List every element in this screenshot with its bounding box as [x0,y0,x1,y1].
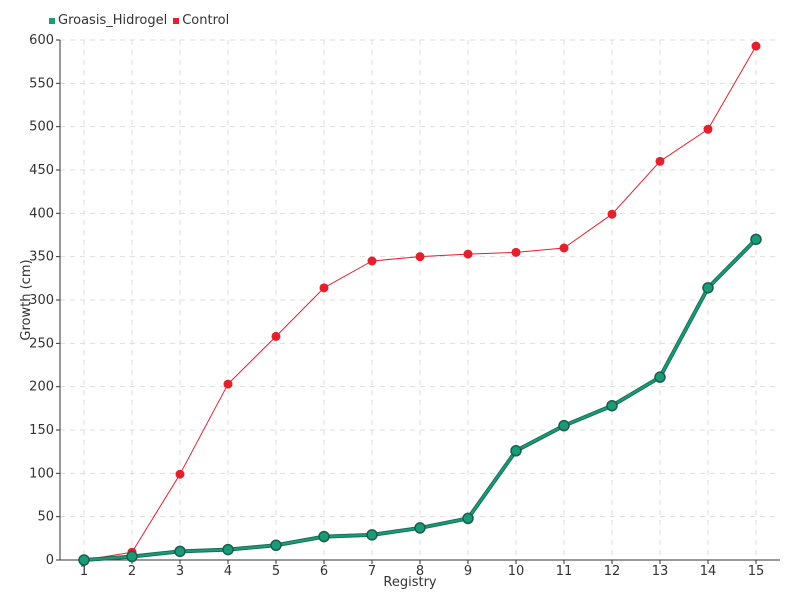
data-point-groasis-hidrogel [318,530,330,543]
data-point-groasis-hidrogel [702,282,714,294]
data-point-groasis-hidrogel [654,371,666,383]
data-point-groasis-hidrogel [78,554,90,566]
x-tick-label: 8 [416,564,424,579]
legend-item-control[interactable]: Control [173,13,229,28]
x-tick-label: 3 [176,564,184,579]
data-point-groasis-hidrogel [462,512,474,525]
x-tick-label: 9 [464,564,472,579]
data-point-control [223,379,233,389]
y-tick-label: 250 [29,336,54,351]
y-tick-label: 0 [46,553,54,568]
x-tick-label: 2 [128,564,136,579]
series-control [79,41,761,565]
data-point-control [559,243,569,253]
data-point-groasis-hidrogel [510,445,522,457]
x-tick-label: 5 [272,564,280,579]
y-tick-label: 150 [29,423,54,438]
data-point-groasis-hidrogel [366,529,378,541]
x-tick-label: 14 [700,564,717,579]
x-tick-label: 11 [556,564,573,579]
data-point-groasis-hidrogel [606,399,618,412]
data-point-control [271,331,281,341]
x-tick-label: 13 [652,564,669,579]
data-point-control [511,247,521,257]
x-tick-label: 6 [320,564,328,579]
data-point-control [607,209,617,219]
y-tick-label: 200 [29,380,54,395]
data-point-control [463,249,473,259]
x-tick-label: 12 [604,564,621,579]
y-tick-label: 550 [29,76,54,91]
x-tick-label: 1 [80,564,88,579]
data-point-control [175,469,185,479]
y-axis-title: Growth (cm) [19,259,34,340]
data-point-groasis-hidrogel [222,543,234,556]
data-point-groasis-hidrogel [414,522,426,534]
y-tick-label: 350 [29,250,54,265]
legend-item-groasis[interactable]: Groasis_Hidrogel [49,13,167,28]
y-tick-label: 500 [29,120,54,135]
data-point-groasis-hidrogel [174,545,186,558]
data-point-control [751,41,761,51]
data-point-groasis-hidrogel [750,233,762,246]
y-tick-label: 600 [29,33,54,48]
data-point-control [367,256,377,266]
x-axis-title: Registry [383,575,437,590]
series-groasis-hidrogel [78,233,762,566]
legend: Groasis_Hidrogel Control [49,13,229,28]
legend-swatch-groasis [49,17,55,24]
data-point-control [415,252,425,262]
x-tick-label: 7 [368,564,376,579]
legend-swatch-control [173,17,180,24]
data-point-groasis-hidrogel [270,539,282,552]
y-tick-label: 400 [29,206,54,221]
legend-label-groasis: Groasis_Hidrogel [58,13,168,28]
data-point-groasis-hidrogel [558,419,570,432]
x-tick-label: 10 [508,564,525,579]
data-point-groasis-hidrogel [126,550,138,563]
grid [60,39,780,560]
x-tick-label: 4 [224,564,232,579]
data-point-control [703,124,713,134]
data-point-control [655,156,665,166]
y-tick-label: 450 [29,163,54,178]
data-point-control [319,283,329,293]
y-tick-label: 100 [29,466,54,481]
y-tick-label: 50 [37,510,54,525]
y-tick-label: 300 [29,293,54,308]
legend-label-control: Control [182,13,230,28]
x-tick-label: 15 [748,564,765,579]
